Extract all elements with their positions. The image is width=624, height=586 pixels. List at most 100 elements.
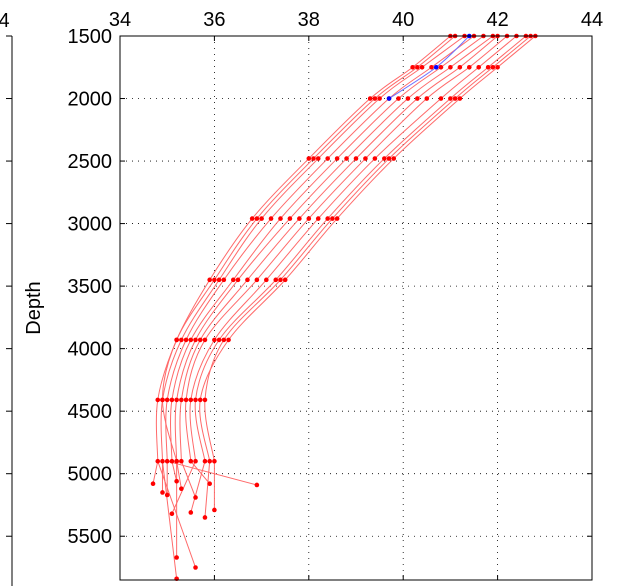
data-point: [188, 458, 194, 464]
data-point: [353, 156, 359, 161]
data-point: [476, 64, 482, 70]
left-panel-ticks: [6, 35, 12, 537]
data-point: [386, 156, 392, 161]
y-axis-label: Depth: [23, 281, 45, 334]
data-point: [179, 397, 184, 403]
profile-tail-line: [204, 461, 211, 518]
data-point: [334, 216, 340, 221]
data-point: [183, 337, 189, 343]
data-point: [179, 337, 184, 343]
data-point: [179, 486, 184, 492]
data-point: [448, 64, 453, 70]
data-point: [297, 216, 302, 221]
data-point: [207, 481, 212, 487]
profile-line: [161, 35, 456, 462]
data-point: [230, 277, 236, 283]
y-tick-label: 4500: [68, 401, 113, 423]
y-tick-label: 5500: [68, 526, 113, 548]
data-point: [212, 507, 217, 513]
x-tick-labels: 34 36 38 40 42 44: [109, 9, 603, 31]
data-point: [344, 156, 349, 161]
data-point: [160, 397, 165, 403]
data-point: [306, 156, 312, 161]
data-point: [212, 277, 217, 283]
data-point: [268, 216, 274, 221]
data-point: [254, 482, 260, 488]
profile-tail-line: [167, 460, 258, 486]
data-point: [466, 64, 472, 70]
data-point: [174, 478, 179, 484]
grid-lines: [120, 36, 592, 580]
data-point: [188, 510, 194, 515]
data-point: [363, 156, 368, 161]
data-point: [429, 64, 434, 70]
data-point: [169, 397, 175, 403]
data-point: [372, 96, 378, 101]
data-point: [485, 64, 491, 70]
data-point: [150, 481, 156, 487]
data-point: [311, 156, 316, 161]
x-tick-label: 34: [109, 9, 131, 31]
data-point: [457, 96, 463, 101]
x-tick-label: 36: [203, 9, 225, 31]
data-point: [367, 96, 373, 101]
series-lines: [152, 35, 536, 579]
data-point: [212, 337, 217, 343]
profile-tail-line: [171, 460, 196, 514]
data-point: [287, 216, 293, 221]
axis-ticks: [119, 35, 593, 580]
data-point: [169, 458, 175, 464]
data-point: [448, 96, 453, 101]
y-tick-label: 3000: [68, 214, 113, 236]
data-point: [207, 277, 212, 283]
left-panel-tick-label: 4: [0, 10, 10, 32]
profile-line: [189, 35, 517, 462]
data-point: [193, 495, 198, 500]
profile-line: [204, 35, 531, 462]
data-point: [216, 337, 222, 343]
data-point: [235, 277, 241, 283]
profile-tail-line: [180, 461, 196, 498]
data-point: [164, 397, 170, 403]
data-point: [254, 216, 260, 221]
data-point: [273, 277, 279, 283]
data-point: [155, 458, 161, 464]
data-point: [415, 96, 420, 101]
y-tick-labels: 1500 2000 2500 3000 3500 4000 4500 5000 5500: [68, 26, 113, 548]
x-tick-label: 38: [298, 9, 320, 31]
data-point: [415, 64, 420, 70]
data-point: [221, 277, 227, 283]
data-point: [212, 458, 217, 464]
data-point: [391, 156, 397, 161]
data-point: [188, 397, 194, 403]
data-point: [183, 397, 189, 403]
profile-line: [170, 35, 484, 462]
data-point: [202, 458, 208, 464]
x-tick-label: 44: [581, 9, 603, 31]
data-point: [306, 216, 312, 221]
data-point: [174, 397, 179, 403]
series-points: [150, 33, 538, 582]
left-panel-edge: 4: [0, 10, 13, 586]
profile-tail-line: [152, 461, 159, 484]
data-point: [457, 64, 463, 70]
highlight-data-point: [433, 64, 439, 70]
data-point: [325, 156, 330, 161]
data-point: [169, 511, 175, 517]
y-tick-label: 2000: [68, 89, 113, 111]
data-point: [216, 277, 222, 283]
data-point: [278, 277, 283, 283]
data-point: [226, 337, 231, 343]
data-point: [382, 156, 387, 161]
data-point: [245, 277, 250, 283]
y-tick-label: 2500: [68, 151, 113, 173]
data-point: [202, 515, 208, 520]
data-point: [315, 216, 321, 221]
data-point: [193, 337, 198, 343]
plot-frame: [119, 35, 593, 581]
data-point: [160, 458, 165, 464]
data-point: [174, 458, 179, 464]
highlight-data-point: [386, 96, 392, 101]
data-point: [264, 277, 269, 283]
